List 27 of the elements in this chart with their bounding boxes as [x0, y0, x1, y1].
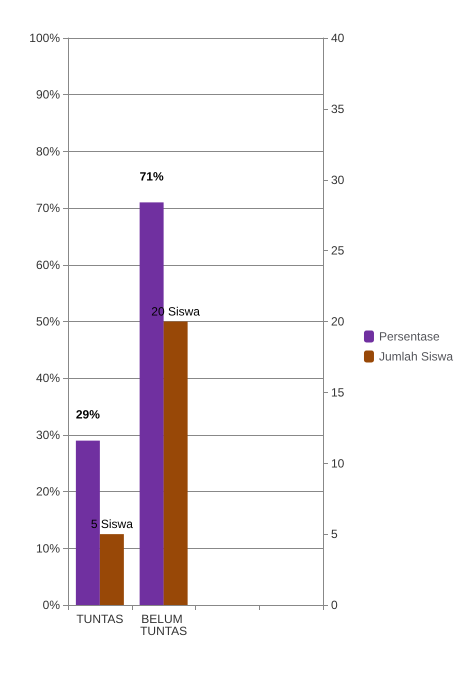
y2-tick-label: 40	[331, 31, 345, 45]
data-label: 71%	[140, 169, 164, 184]
y-tick-label: 20%	[36, 484, 60, 499]
y2-tick-label: 15	[331, 385, 345, 400]
y-tick-label: 40%	[36, 371, 60, 386]
data-label: 5 Siswa	[90, 517, 134, 532]
y2-tick-label: 25	[331, 244, 345, 258]
legend-label: Jumlah Siswa	[378, 350, 454, 364]
y-tick-label: 30%	[36, 428, 60, 442]
y-tick-label: 90%	[36, 88, 60, 102]
y2-tick-label: 0	[331, 598, 338, 612]
y-tick-label: 50%	[36, 314, 60, 328]
y2-tick-label: 20	[331, 314, 345, 328]
y2-tick-label: 30	[331, 172, 345, 187]
y2-tick-label: 5	[331, 527, 338, 542]
y-tick-label: 60%	[36, 258, 60, 272]
y2-tick-label: 10	[331, 456, 345, 470]
x-tick-label: TUNTAS	[76, 612, 124, 626]
y2-tick-label: 35	[331, 102, 345, 116]
x-tick-label: BELUM TUNTAS	[140, 612, 188, 638]
legend-label: Persentase	[378, 330, 440, 344]
data-label: 29%	[76, 408, 100, 422]
y-tick-label: 0%	[42, 598, 60, 612]
y-tick-label: 70%	[36, 201, 60, 216]
y-tick-label: 100%	[29, 31, 60, 45]
y-tick-label: 10%	[36, 541, 60, 556]
y-tick-label: 80%	[36, 144, 60, 158]
